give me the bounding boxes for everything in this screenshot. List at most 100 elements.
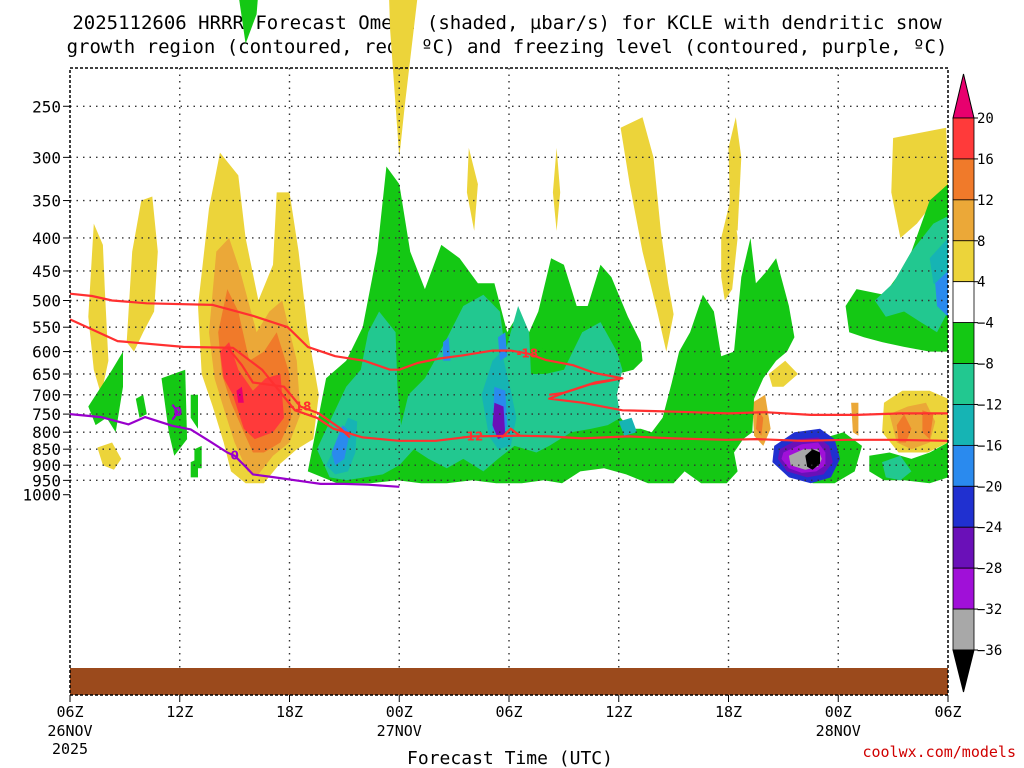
- chart-title-line-1: 2025112606 HRRR Forecast Omega (shaded, …: [72, 12, 942, 34]
- dgz-contour-4: [500, 427, 521, 439]
- colorbar-label-4: 4: [977, 275, 985, 291]
- y-axis: 2503003504004505005506006507007508008509…: [22, 97, 70, 505]
- x-tick-date-0: 26NOV: [47, 722, 92, 740]
- freezing-level-contour-1: [171, 403, 179, 421]
- y-tick-label-300: 300: [32, 148, 61, 167]
- y-tick-label-450: 450: [32, 262, 61, 281]
- omega-region-26: [161, 369, 188, 456]
- y-tick-label-700: 700: [32, 386, 61, 405]
- colorbar-label-5: −4: [977, 316, 994, 332]
- dgz-contour-1: [69, 292, 948, 416]
- y-tick-label-400: 400: [32, 229, 61, 248]
- x-tick-date-3: 27NOV: [377, 722, 422, 740]
- omega-region-44: [331, 425, 350, 466]
- x-tick-label-5: 12Z: [605, 703, 632, 721]
- colorbar-bin-4: [952, 240, 975, 283]
- y-tick-label-800: 800: [32, 423, 61, 442]
- colorbar-label-12: −32: [977, 602, 1002, 618]
- dgz-contour-label-0: -12: [462, 429, 484, 443]
- omega-region-33: [505, 346, 564, 374]
- omega-region-22: [755, 410, 764, 436]
- x-tick-label-8: 06Z: [934, 703, 961, 721]
- y-tick-label-900: 900: [32, 456, 61, 475]
- colorbar-legend: 20 16 12 8 4 −4 −8 −12 −16 −20 −24 −28 −32 −36: [952, 73, 1002, 693]
- omega-region-11: [552, 147, 561, 231]
- omega-region-20: [922, 410, 934, 440]
- omega-region-49: [492, 402, 506, 440]
- colorbar-label-1: 16: [977, 152, 994, 168]
- colorbar-label-0: 20: [977, 111, 994, 127]
- dgz-contour-label-2: -18: [290, 400, 312, 414]
- colorbar-bin-8: [952, 404, 975, 446]
- y-tick-label-250: 250: [32, 97, 61, 116]
- colorbar-bin-7: [952, 363, 975, 405]
- y-tick-label-750: 750: [32, 405, 61, 424]
- omega-region-19: [896, 414, 912, 443]
- colorbar-bin-5: [952, 281, 975, 324]
- omega-region-23: [851, 402, 859, 436]
- omega-region-15: [768, 360, 798, 387]
- omega-region-47: [935, 271, 948, 317]
- colorbar-label-3: 8: [977, 234, 985, 250]
- colorbar-label-6: −8: [977, 357, 994, 373]
- y-tick-label-950: 950: [32, 471, 61, 490]
- plot-area: -12-18-18 00: [69, 0, 949, 696]
- x-tick-label-3: 00Z: [386, 703, 413, 721]
- colorbar-label-2: 12: [977, 193, 994, 209]
- y-tick-label-550: 550: [32, 318, 61, 337]
- x-tick-label-1: 12Z: [166, 703, 193, 721]
- x-tick-label-2: 18Z: [276, 703, 303, 721]
- colorbar-bin-6: [952, 322, 975, 364]
- colorbar-bin-11: [952, 526, 975, 569]
- omega-region-38: [874, 216, 948, 333]
- freezing-level-contour-label-1: 0: [174, 405, 182, 419]
- plot-frame: [69, 67, 949, 696]
- colorbar-label-10: −24: [977, 520, 1002, 536]
- colorbar-label-11: −28: [977, 561, 1002, 577]
- colorbar-label-8: −16: [977, 438, 1002, 454]
- y-tick-label-350: 350: [32, 192, 61, 211]
- dgz-contour-label-1: -18: [516, 346, 538, 360]
- y-tick-label-850: 850: [32, 440, 61, 459]
- credit-text[interactable]: coolwx.com/models: [862, 743, 1016, 761]
- y-tick-label-650: 650: [32, 365, 61, 384]
- freezing-level-contour-label-0: 0: [230, 449, 238, 463]
- omega-region-39: [882, 455, 912, 481]
- dendritic-growth-contours: -12 -18 -18: [69, 292, 949, 443]
- omega-region-16: [891, 127, 948, 238]
- colorbar-label-7: −12: [977, 397, 1002, 413]
- omega-region-42: [618, 417, 637, 436]
- colorbar-bin-3: [952, 199, 975, 242]
- x-tick-label-4: 06Z: [495, 703, 522, 721]
- dgz-contour-3: [549, 377, 623, 396]
- omega-region-27: [88, 351, 123, 433]
- omega-region-45: [498, 332, 508, 361]
- freezing-level-contours: 00: [69, 403, 400, 488]
- omega-region-25: [239, 0, 258, 44]
- gridlines: [70, 68, 948, 695]
- x-axis-label: Forecast Time (UTC): [407, 748, 613, 768]
- colorbar-bottom-arrow: [952, 649, 975, 693]
- ground-below-surface: [70, 668, 948, 695]
- omega-region-10: [466, 147, 478, 231]
- dgz-contour-0: [69, 318, 949, 442]
- x-tick-label-6: 18Z: [715, 703, 742, 721]
- colorbar-bin-10: [952, 485, 975, 528]
- omega-region-28: [135, 394, 147, 418]
- y-tick-label-1000: 1000: [22, 486, 61, 505]
- dgz-contour-2: [226, 346, 351, 439]
- colorbar-bin-2: [952, 158, 975, 201]
- omega-region-31: [190, 458, 198, 478]
- colorbar-bin-12: [952, 567, 975, 610]
- omega-region-37: [316, 294, 623, 481]
- colorbar-top-arrow: [952, 73, 975, 119]
- y-tick-label-500: 500: [32, 291, 61, 310]
- omega-region-2: [126, 196, 158, 352]
- x-tick-label-7: 00Z: [825, 703, 852, 721]
- x-tick-date-7: 28NOV: [816, 722, 861, 740]
- omega-region-14: [728, 117, 742, 231]
- colorbar-label-9: −20: [977, 479, 1002, 495]
- colorbar-bin-13: [952, 608, 975, 651]
